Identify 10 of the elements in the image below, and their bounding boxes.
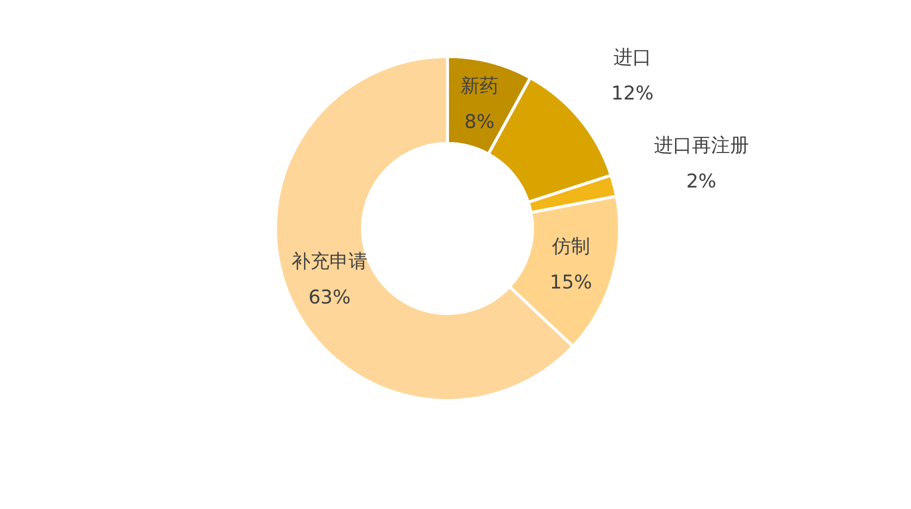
data-label: 63% (308, 286, 351, 309)
slice-label: 进口 (613, 46, 652, 69)
data-label: 8% (464, 111, 495, 134)
slice-label: 新药 (460, 75, 498, 98)
slice-label: 仿制 (550, 235, 590, 258)
data-label: 15% (550, 271, 592, 294)
slice-label: 进口再注册 (654, 134, 749, 156)
data-label: 12% (611, 82, 654, 105)
data-label: 2% (686, 170, 716, 192)
slice-label: 补充申请 (292, 250, 368, 273)
